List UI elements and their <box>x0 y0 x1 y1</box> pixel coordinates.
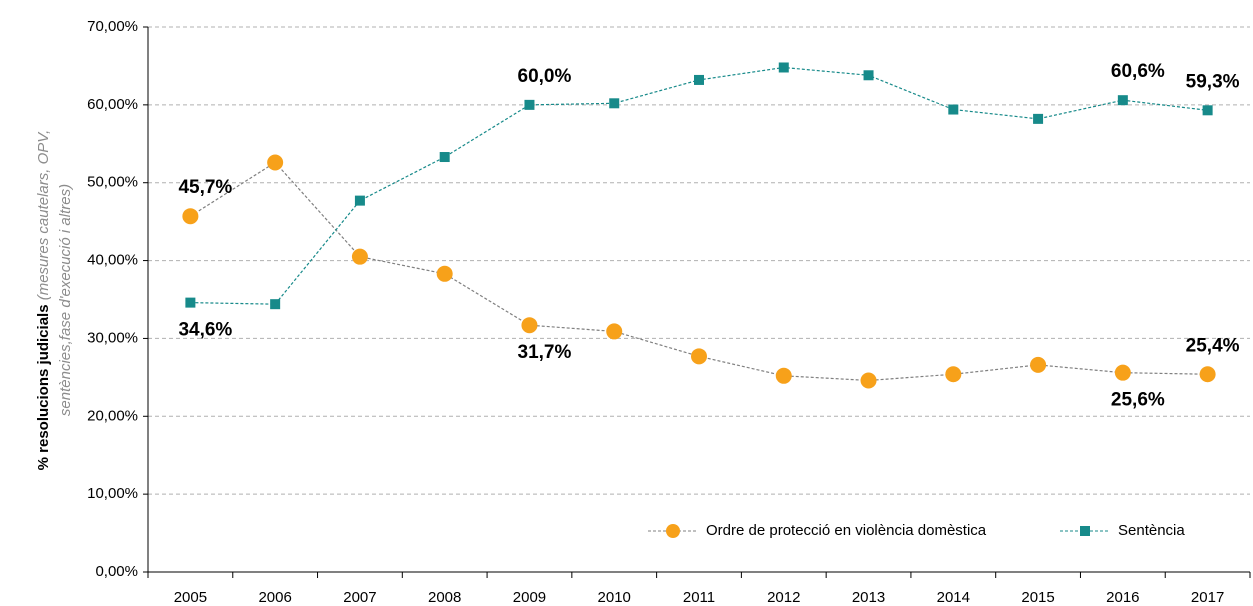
point <box>1033 113 1044 124</box>
point <box>860 372 877 389</box>
value-label: 60,0% <box>518 66 572 87</box>
y-tick-label: 60,00% <box>87 96 138 113</box>
point <box>1199 366 1216 383</box>
legend-label: Sentència <box>1118 522 1185 539</box>
point <box>694 74 704 85</box>
x-tick-label: 2007 <box>343 589 376 606</box>
y-label-note: sentències,fase d'execució i altres) <box>57 184 74 416</box>
series-line <box>190 161 1208 382</box>
x-tick-label: 2013 <box>852 589 885 606</box>
x-tick-label: 2011 <box>683 589 715 606</box>
series-line <box>190 66 1208 305</box>
x-tick-label: 2017 <box>1191 589 1224 606</box>
point <box>267 154 284 171</box>
legend-marker <box>666 524 680 538</box>
point <box>439 152 450 163</box>
point <box>1202 105 1213 116</box>
point <box>606 323 623 340</box>
value-label: 25,4% <box>1186 335 1240 356</box>
point <box>609 98 620 109</box>
value-label: 45,7% <box>178 177 232 198</box>
value-label: 25,6% <box>1111 390 1165 411</box>
y-tick-label: 20,00% <box>87 407 138 424</box>
point <box>691 348 707 365</box>
x-tick-label: 2009 <box>513 589 546 606</box>
x-tick-label: 2015 <box>1021 589 1054 606</box>
point <box>521 317 538 334</box>
x-tick-label: 2014 <box>937 589 970 606</box>
y-tick-label: 70,00% <box>87 18 138 35</box>
x-tick-label: 2006 <box>258 589 291 606</box>
y-tick-label: 10,00% <box>87 485 138 502</box>
point <box>182 208 199 225</box>
point <box>863 70 874 81</box>
point <box>945 366 962 383</box>
x-tick-label: 2008 <box>428 589 461 606</box>
legend-marker <box>1080 526 1090 536</box>
point <box>270 299 281 310</box>
y-label-main: % resolucions judicials <box>35 304 52 470</box>
value-label: 59,3% <box>1186 71 1240 92</box>
point <box>1117 95 1128 106</box>
y-axis-label: % resolucions judicials (mesures cautela… <box>35 130 52 471</box>
y-tick-label: 0,00% <box>95 563 138 580</box>
value-label: 60,6% <box>1111 61 1165 82</box>
point <box>1114 364 1131 381</box>
point <box>1030 356 1047 373</box>
x-tick-label: 2016 <box>1106 589 1139 606</box>
point <box>524 99 535 110</box>
value-label: 31,7% <box>518 342 572 363</box>
point <box>351 248 368 265</box>
legend-label: Ordre de protecció en violència domèstic… <box>706 522 987 539</box>
value-label: 34,6% <box>178 320 232 341</box>
y-tick-label: 50,00% <box>87 174 138 191</box>
y-tick-label: 30,00% <box>87 329 138 346</box>
point <box>775 367 792 384</box>
y-tick-label: 40,00% <box>87 252 138 269</box>
x-tick-label: 2012 <box>767 589 800 606</box>
x-tick-label: 2005 <box>174 589 207 606</box>
point <box>354 195 365 206</box>
x-tick-label: 2010 <box>598 589 631 606</box>
point <box>436 265 453 282</box>
y-label-note: (mesures cautelars, OPV, <box>35 130 52 301</box>
point <box>778 62 789 73</box>
point <box>948 104 959 115</box>
point <box>185 297 196 308</box>
